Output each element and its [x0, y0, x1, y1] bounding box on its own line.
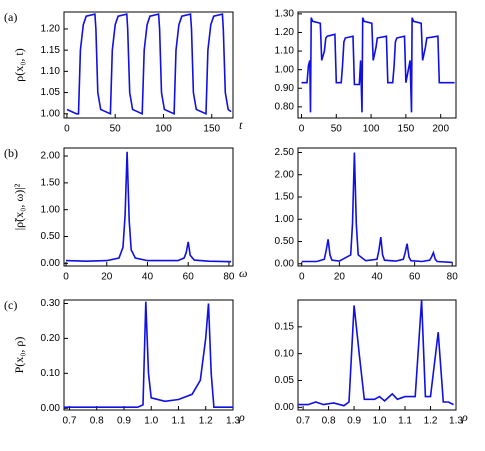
plot-frame	[297, 11, 457, 119]
x-axis-label: ω	[239, 266, 247, 280]
y-tick-label: 1.10	[275, 46, 295, 57]
y-axis-label: P(x₀, ρ)	[12, 337, 26, 374]
x-tick-label: 100	[155, 124, 172, 135]
x-tick-label: 0.7	[296, 416, 310, 427]
x-tick-label: 0.9	[117, 416, 131, 427]
x-tick-label: 80	[447, 272, 459, 283]
x-tick-label: 0.9	[347, 416, 361, 427]
x-tick-label: 80	[223, 272, 235, 283]
data-line	[64, 301, 233, 408]
panel-label: (a)	[4, 10, 17, 24]
x-tick-label: 60	[409, 272, 421, 283]
y-tick-label: 1.00	[275, 214, 295, 225]
y-tick-label: 0.50	[41, 231, 61, 242]
x-tick-label: 1.1	[172, 416, 186, 427]
y-tick-label: 0.10	[41, 368, 61, 379]
x-tick-label: 50	[110, 124, 122, 135]
panel-label: (b)	[4, 146, 18, 160]
x-axis-label: ρ	[461, 410, 468, 424]
y-tick-label: 2.00	[275, 169, 295, 180]
plot-frame	[297, 299, 457, 411]
x-tick-label: 0.8	[322, 416, 336, 427]
y-tick-label: 1.20	[275, 27, 295, 38]
y-tick-label: 1.00	[275, 64, 295, 75]
y-tick-label: 1.20	[41, 24, 61, 35]
y-tick-label: 0.05	[275, 375, 295, 386]
y-tick-label: 1.50	[275, 192, 295, 203]
y-tick-label: 1.05	[41, 87, 61, 98]
data-line	[66, 13, 232, 116]
x-tick-label: 1.2	[199, 416, 213, 427]
x-tick-label: 40	[371, 272, 383, 283]
y-tick-label: 2.50	[275, 147, 295, 158]
y-tick-label: 0.15	[275, 321, 295, 332]
x-tick-label: 150	[203, 124, 220, 135]
plot-frame	[297, 147, 457, 267]
panel-label: (c)	[4, 298, 17, 312]
x-tick-label: 60	[183, 272, 195, 283]
x-tick-label: 0	[299, 124, 305, 135]
y-tick-label: 1.30	[275, 9, 295, 20]
y-axis-label: |ρ̃(x₀, ω)|²	[12, 183, 26, 230]
x-tick-label: 1.1	[398, 416, 412, 427]
y-tick-label: 1.15	[41, 45, 61, 56]
y-tick-label: 0.10	[275, 348, 295, 359]
x-tick-label: 0	[64, 124, 70, 135]
x-tick-label: 1.0	[373, 416, 387, 427]
x-tick-label: 20	[334, 272, 346, 283]
x-tick-label: 1.2	[424, 416, 438, 427]
y-tick-label: 0.00	[41, 258, 61, 269]
y-tick-label: 1.00	[41, 204, 61, 215]
x-tick-label: 0.8	[90, 416, 104, 427]
x-tick-label: 100	[363, 124, 380, 135]
x-tick-label: 0	[63, 272, 69, 283]
plot-frame	[63, 11, 234, 119]
plot-frame	[63, 147, 234, 267]
y-tick-label: 0.30	[41, 298, 61, 309]
x-axis-label: ρ	[238, 410, 245, 424]
data-line	[301, 17, 455, 113]
x-tick-label: 0.7	[62, 416, 76, 427]
data-line	[298, 299, 454, 407]
x-tick-label: 0	[299, 272, 305, 283]
y-tick-label: 0.00	[41, 403, 61, 414]
y-tick-label: 0.20	[41, 333, 61, 344]
x-tick-label: 20	[101, 272, 113, 283]
y-tick-label: 0.90	[275, 83, 295, 94]
x-tick-label: 1.3	[226, 416, 240, 427]
y-axis-label: ρ(x₀, t)	[12, 48, 26, 82]
data-line	[65, 151, 232, 263]
y-tick-label: 0.00	[275, 402, 295, 413]
y-tick-label: 1.50	[41, 178, 61, 189]
x-tick-label: 150	[398, 124, 415, 135]
x-tick-label: 40	[142, 272, 154, 283]
x-axis-label: t	[239, 118, 243, 132]
x-tick-label: 200	[432, 124, 449, 135]
x-tick-label: 50	[331, 124, 343, 135]
plot-frame	[63, 299, 234, 411]
x-tick-label: 1.3	[449, 416, 463, 427]
y-tick-label: 1.00	[41, 108, 61, 119]
y-tick-label: 0.50	[275, 236, 295, 247]
x-tick-label: 1.0	[144, 416, 158, 427]
y-tick-label: 1.10	[41, 66, 61, 77]
y-tick-label: 2.00	[41, 151, 61, 162]
y-tick-label: 0.80	[275, 101, 295, 112]
data-line	[301, 152, 453, 264]
y-tick-label: 0.00	[275, 258, 295, 269]
